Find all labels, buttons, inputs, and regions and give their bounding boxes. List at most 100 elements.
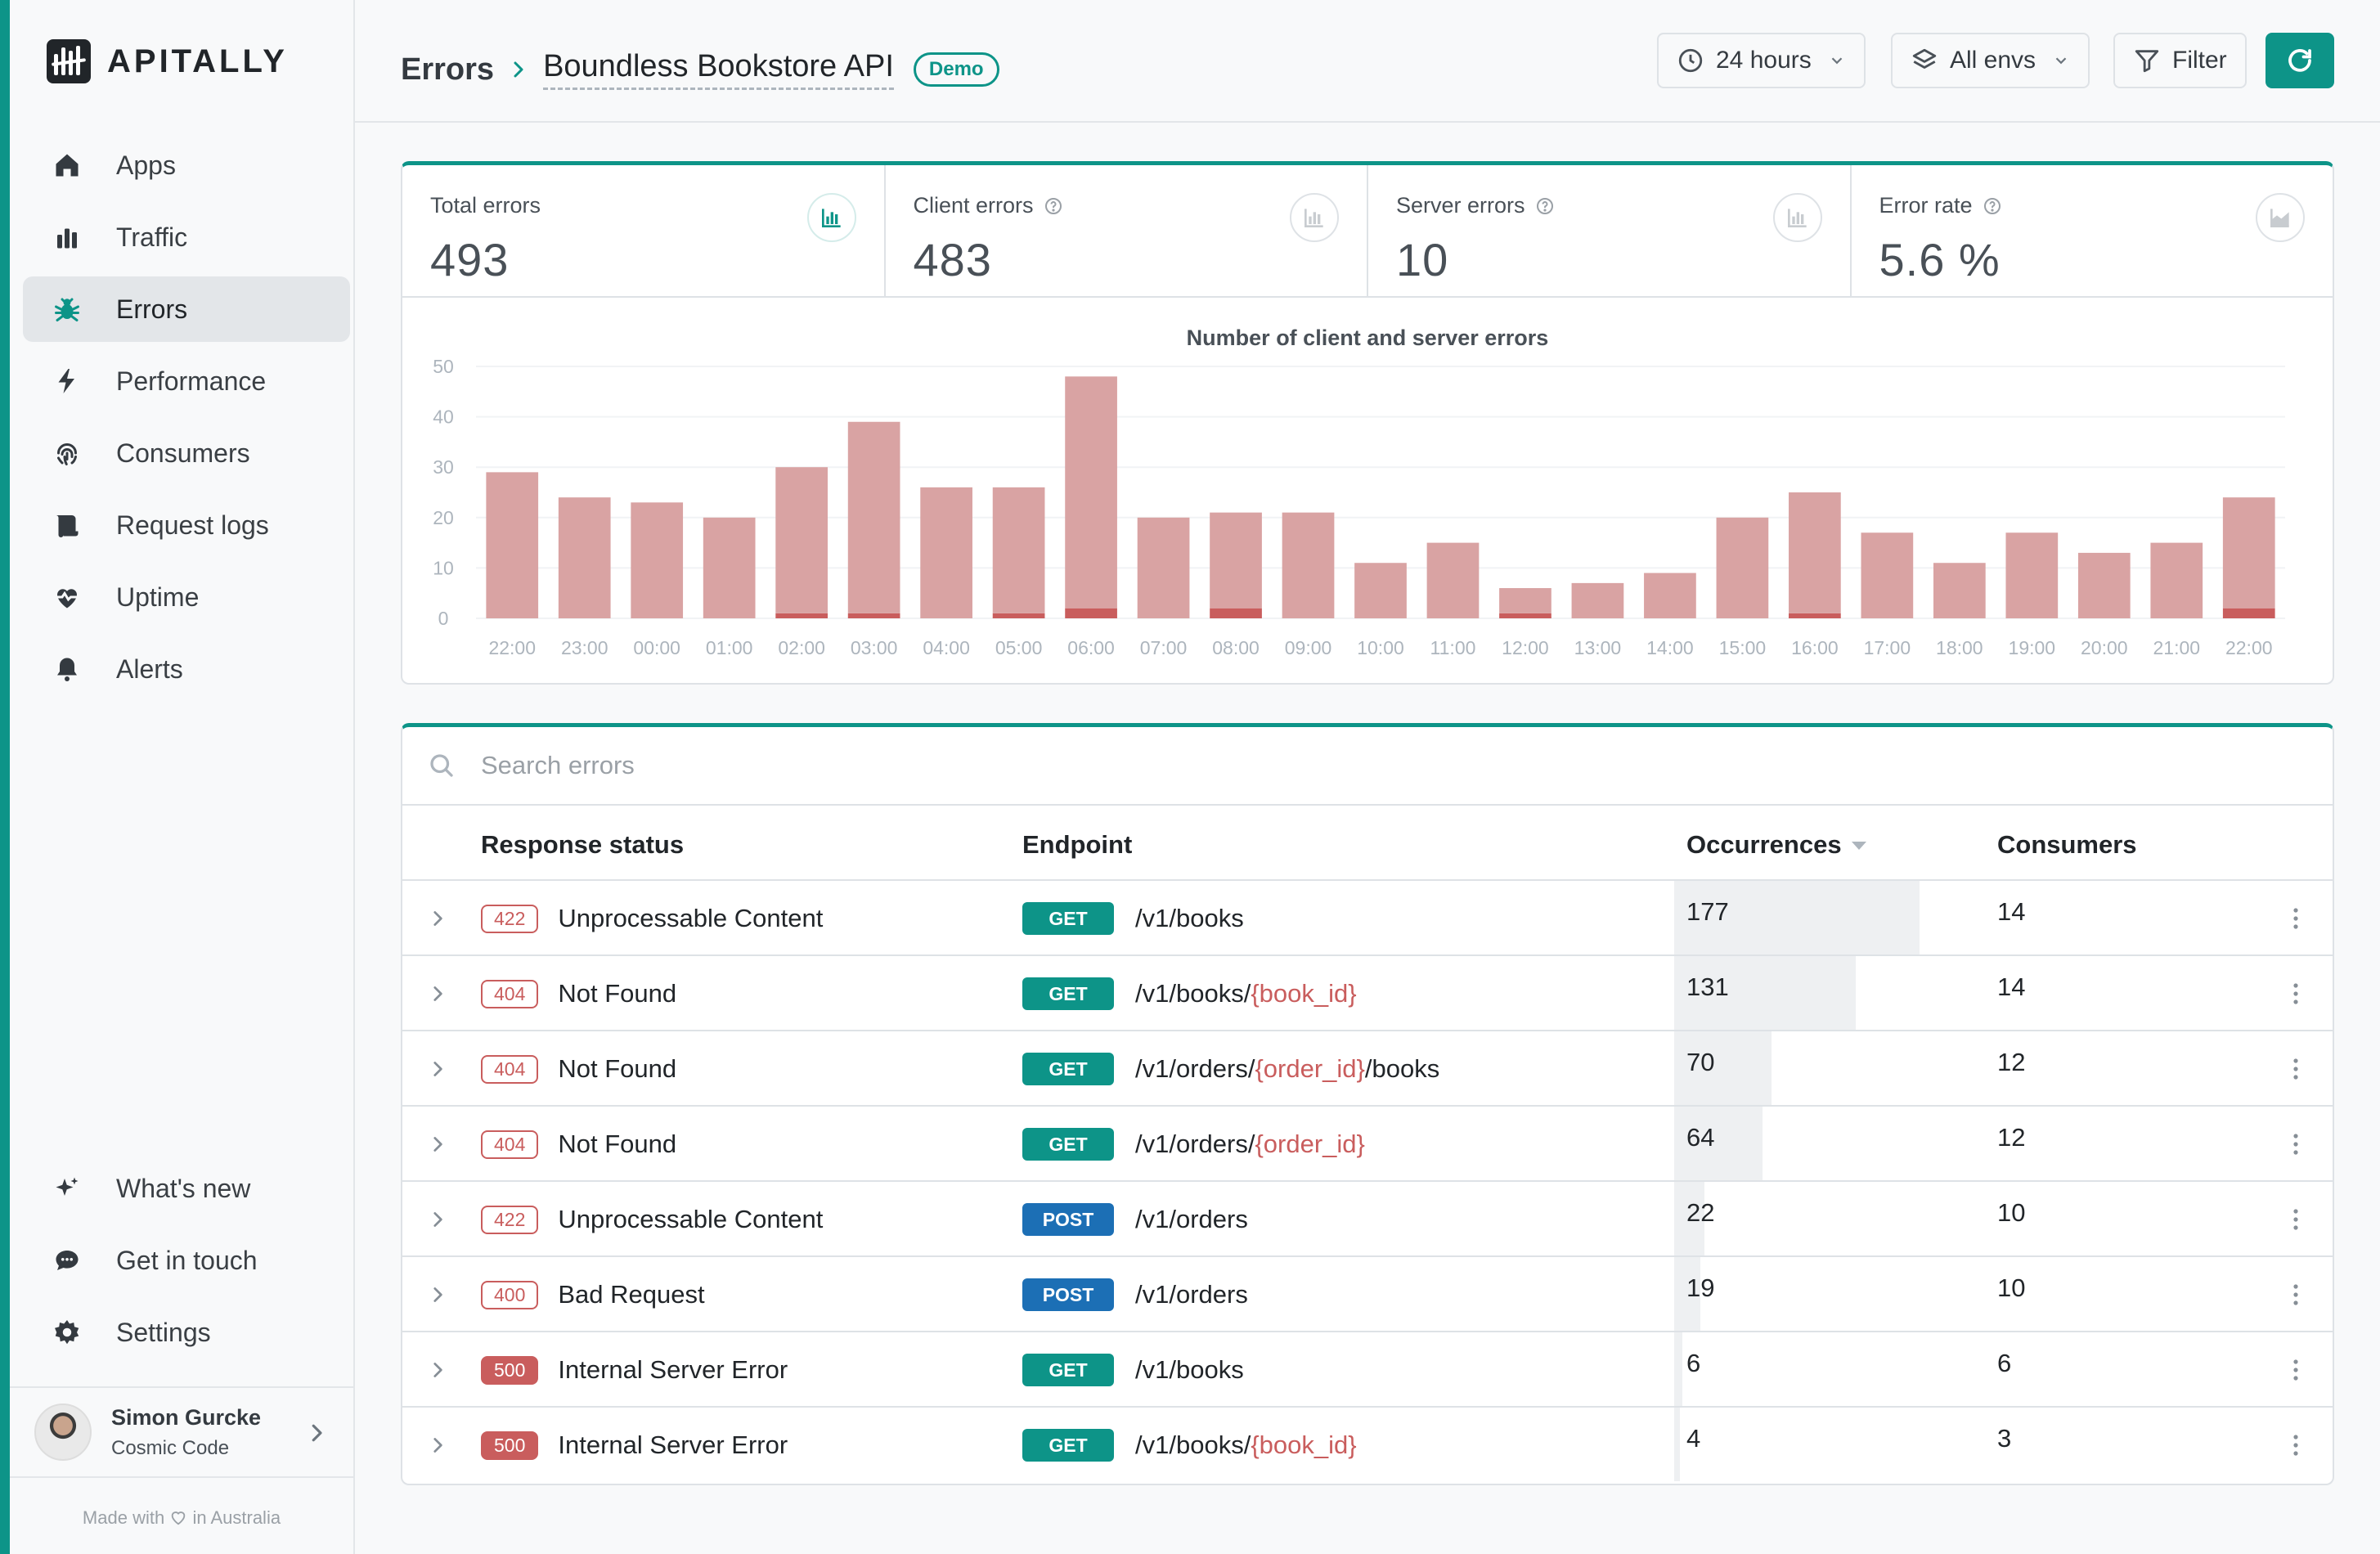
occurrences-value: 131 xyxy=(1686,972,1729,1001)
bar-client-errors[interactable] xyxy=(631,502,684,618)
period-dropdown[interactable]: 24 hours xyxy=(1657,33,1866,88)
bar-client-errors[interactable] xyxy=(1499,588,1551,613)
bar-server-errors[interactable] xyxy=(1210,608,1262,618)
bar-client-errors[interactable] xyxy=(1861,532,1914,618)
kebab-menu-icon xyxy=(2293,1284,2298,1305)
bar-client-errors[interactable] xyxy=(847,421,900,613)
status-code-badge: 422 xyxy=(481,1205,539,1234)
help-icon[interactable] xyxy=(1044,196,1063,216)
brand[interactable]: APITALLY xyxy=(47,39,288,83)
expand-row-button[interactable] xyxy=(427,881,451,956)
bar-server-errors[interactable] xyxy=(992,613,1045,618)
expand-row-button[interactable] xyxy=(427,1257,451,1332)
row-menu-button[interactable] xyxy=(2292,1332,2308,1408)
refresh-button[interactable] xyxy=(2265,33,2334,88)
sidebar-item-consumers[interactable]: Consumers xyxy=(23,420,350,486)
path-param: {book_id} xyxy=(1251,979,1357,1008)
bar-client-errors[interactable] xyxy=(1644,573,1696,618)
sidebar-item-uptime[interactable]: Uptime xyxy=(23,564,350,630)
bar-client-errors[interactable] xyxy=(1571,582,1624,618)
expand-row-button[interactable] xyxy=(427,956,451,1031)
bar-client-errors[interactable] xyxy=(558,497,611,618)
bar-client-errors[interactable] xyxy=(1210,512,1262,609)
table-row[interactable]: 400 Bad Request POST/v1/orders 19 10 xyxy=(402,1257,2333,1332)
sidebar-item-traffic[interactable]: Traffic xyxy=(23,204,350,270)
clock-icon xyxy=(1678,48,1703,73)
app-selector[interactable]: Boundless Bookstore API xyxy=(543,49,894,90)
bar-client-errors[interactable] xyxy=(2077,552,2131,618)
sidebar-item-apps[interactable]: Apps xyxy=(23,132,350,198)
table-row[interactable]: 404 Not Found GET/v1/books/{book_id} 131 14 xyxy=(402,956,2333,1031)
table-row[interactable]: 404 Not Found GET/v1/orders/{order_id} 64 12 xyxy=(402,1107,2333,1182)
expand-row-button[interactable] xyxy=(427,1332,451,1408)
row-menu-button[interactable] xyxy=(2292,956,2308,1031)
bar-server-errors[interactable] xyxy=(1065,608,1117,618)
sidebar-item-settings[interactable]: Settings xyxy=(23,1300,350,1365)
help-icon[interactable] xyxy=(1983,196,2002,216)
row-menu-button[interactable] xyxy=(2292,1182,2308,1257)
nav-label: Uptime xyxy=(116,582,200,612)
bar-client-errors[interactable] xyxy=(1933,563,1986,618)
bar-client-errors[interactable] xyxy=(1065,376,1117,609)
sidebar-item-alerts[interactable]: Alerts xyxy=(23,636,350,702)
chart-toggle-button[interactable] xyxy=(1290,193,1339,242)
accent-bar xyxy=(0,0,10,1554)
bar-server-errors[interactable] xyxy=(847,613,900,618)
row-menu-button[interactable] xyxy=(2292,1031,2308,1107)
bar-client-errors[interactable] xyxy=(1789,492,1841,613)
expand-row-button[interactable] xyxy=(427,1107,451,1182)
expand-row-button[interactable] xyxy=(427,1182,451,1257)
table-row[interactable]: 422 Unprocessable Content GET/v1/books 177 1… xyxy=(402,881,2333,956)
expand-row-button[interactable] xyxy=(427,1408,451,1483)
bar-client-errors[interactable] xyxy=(1137,517,1190,618)
search-input[interactable] xyxy=(481,751,2117,780)
sidebar-item-get-in-touch[interactable]: Get in touch xyxy=(23,1228,350,1293)
expand-row-button[interactable] xyxy=(427,1031,451,1107)
bar-client-errors[interactable] xyxy=(775,467,829,613)
chart-toggle-button[interactable] xyxy=(806,193,856,242)
table-row[interactable]: 500 Internal Server Error GET/v1/books/{bo… xyxy=(402,1408,2333,1483)
sidebar-item-performance[interactable]: Performance xyxy=(23,348,350,414)
row-menu-button[interactable] xyxy=(2292,881,2308,956)
filter-button[interactable]: Filter xyxy=(2113,33,2247,88)
bar-client-errors[interactable] xyxy=(1354,563,1407,618)
x-tick-label: 00:00 xyxy=(633,637,680,658)
bar-client-errors[interactable] xyxy=(1716,517,1769,618)
bar-server-errors[interactable] xyxy=(1789,613,1841,618)
sidebar-item-request-logs[interactable]: Request logs xyxy=(23,492,350,558)
sidebar-item-errors[interactable]: Errors xyxy=(23,276,350,342)
bar-client-errors[interactable] xyxy=(1282,512,1335,618)
row-menu-button[interactable] xyxy=(2292,1107,2308,1182)
breadcrumb-root[interactable]: Errors xyxy=(401,52,495,87)
help-icon[interactable] xyxy=(1535,196,1555,216)
row-menu-button[interactable] xyxy=(2292,1257,2308,1332)
bar-client-errors[interactable] xyxy=(920,487,972,618)
user-menu[interactable]: Simon Gurcke Cosmic Code xyxy=(10,1386,353,1478)
bar-client-errors[interactable] xyxy=(2150,542,2203,618)
bar-server-errors[interactable] xyxy=(2222,608,2275,618)
chart-toggle-button[interactable] xyxy=(1772,193,1822,242)
table-row[interactable]: 500 Internal Server Error GET/v1/books 6 6 xyxy=(402,1332,2333,1408)
bar-client-errors[interactable] xyxy=(1426,542,1480,618)
col-status[interactable]: Response status xyxy=(481,830,685,859)
col-endpoint[interactable]: Endpoint xyxy=(1022,830,1133,859)
consumers-value: 6 xyxy=(1997,1349,2012,1377)
bar-client-errors[interactable] xyxy=(703,517,756,618)
col-occurrences[interactable]: Occurrences xyxy=(1686,830,1866,860)
chart-toggle-button[interactable] xyxy=(2256,193,2305,242)
x-tick-label: 16:00 xyxy=(1791,637,1839,658)
sidebar-item-what-s-new[interactable]: What's new xyxy=(23,1156,350,1221)
row-menu-button[interactable] xyxy=(2292,1408,2308,1483)
bolt-icon xyxy=(51,365,83,397)
bar-server-errors[interactable] xyxy=(1499,613,1551,618)
bar-client-errors[interactable] xyxy=(992,487,1045,613)
env-dropdown[interactable]: All envs xyxy=(1891,33,2090,88)
col-consumers[interactable]: Consumers xyxy=(1997,830,2137,859)
bar-client-errors[interactable] xyxy=(2005,532,2059,618)
status-cell: 500 Internal Server Error xyxy=(481,1408,788,1483)
bar-client-errors[interactable] xyxy=(2222,497,2275,609)
bar-client-errors[interactable] xyxy=(486,472,539,618)
table-row[interactable]: 422 Unprocessable Content POST/v1/orders 22… xyxy=(402,1182,2333,1257)
table-row[interactable]: 404 Not Found GET/v1/orders/{order_id}/boo… xyxy=(402,1031,2333,1107)
bar-server-errors[interactable] xyxy=(775,613,829,618)
